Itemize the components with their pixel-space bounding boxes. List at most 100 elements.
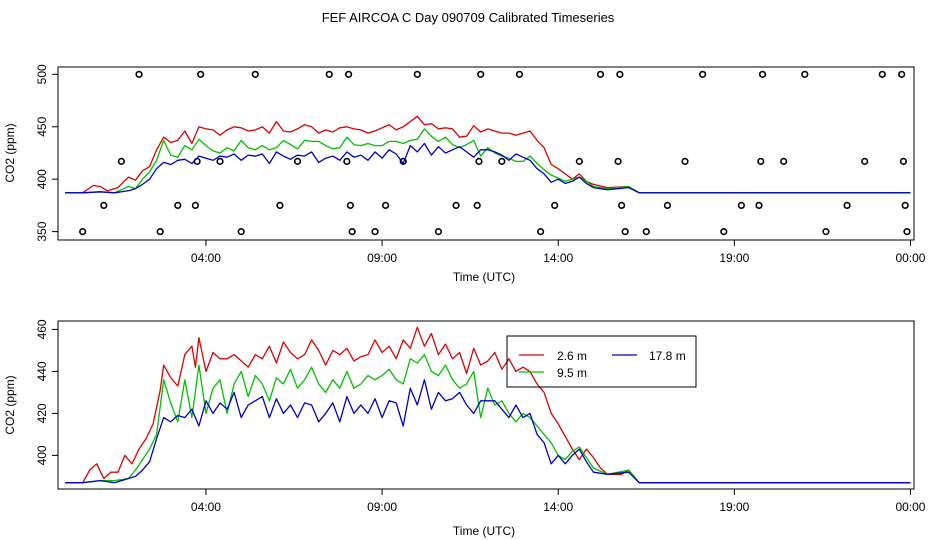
- top-scatter-point-44: [755, 201, 763, 209]
- legend-label-17-8m: 17.8 m: [649, 349, 686, 363]
- top-scatter-point-28: [498, 157, 506, 165]
- top-scatter-point-52: [878, 70, 886, 78]
- bottom-panel: 04:00 09:00 14:00 19:00 00:00 400 420 440 460 T…: [3, 319, 926, 538]
- top-scatter-point-40: [681, 157, 689, 165]
- bottom-series-lines: [65, 326, 911, 484]
- top-scatter-point-2: [117, 157, 126, 165]
- top-series-line-17-8-m: [65, 142, 911, 194]
- top-x-tick-label-2: 14:00: [543, 251, 573, 265]
- top-y-axis: 350 400 450 500: [35, 64, 58, 242]
- top-scatter-point-4: [156, 228, 164, 236]
- legend-box: [506, 335, 697, 388]
- top-x-axis-label: Time (UTC): [453, 270, 515, 284]
- top-scatter-point-31: [551, 201, 559, 209]
- top-scatter-point-9: [216, 157, 224, 165]
- top-scatter-point-29: [515, 70, 524, 78]
- top-x-tick-label-0: 04:00: [191, 251, 221, 265]
- top-scatter-point-45: [757, 157, 765, 165]
- top-y-tick-label-3: 500: [35, 64, 49, 84]
- top-scatter-point-30: [537, 228, 545, 236]
- bottom-y-tick-label-3: 460: [35, 319, 49, 339]
- top-x-tick-label-1: 09:00: [367, 251, 397, 265]
- top-x-tick-label-3: 19:00: [719, 251, 749, 265]
- top-scatter-point-5: [174, 201, 182, 209]
- top-scatter-point-55: [901, 201, 909, 209]
- top-scatter-points: [79, 70, 911, 236]
- bottom-x-tick-label-2: 14:00: [543, 500, 573, 514]
- top-series-line-9-5-m: [65, 128, 911, 194]
- top-scatter-point-49: [822, 228, 830, 236]
- top-scatter-point-50: [843, 201, 851, 209]
- top-series-lines: [65, 115, 911, 194]
- top-scatter-point-10: [237, 228, 245, 236]
- top-scatter-point-43: [737, 201, 745, 209]
- top-scatter-point-24: [452, 201, 460, 209]
- top-scatter-point-46: [758, 70, 767, 78]
- top-y-axis-label: CO2 (ppm): [3, 123, 17, 182]
- top-scatter-point-56: [903, 228, 911, 236]
- top-scatter-point-39: [663, 201, 672, 209]
- top-scatter-point-6: [191, 201, 199, 209]
- top-scatter-point-15: [343, 157, 351, 165]
- bottom-series-line-2-6-m: [65, 326, 911, 484]
- bottom-x-axis: 04:00 09:00 14:00 19:00 00:00: [191, 489, 926, 514]
- top-scatter-point-3: [135, 70, 143, 78]
- top-scatter-point-48: [801, 70, 809, 78]
- top-scatter-point-47: [780, 157, 788, 165]
- top-y-tick-label-2: 450: [35, 116, 49, 136]
- top-plot-frame: [57, 66, 915, 241]
- top-scatter-point-33: [596, 70, 605, 78]
- top-scatter-point-34: [614, 157, 622, 165]
- bottom-plot-frame: [57, 320, 915, 490]
- top-scatter-point-21: [399, 157, 407, 165]
- top-scatter-point-23: [434, 228, 443, 236]
- bottom-x-tick-label-4: 00:00: [895, 500, 925, 514]
- top-scatter-point-25: [473, 201, 481, 209]
- top-scatter-point-26: [475, 157, 483, 165]
- top-series-line-2-6-m: [65, 115, 911, 194]
- top-scatter-point-11: [251, 70, 259, 78]
- top-scatter-point-14: [325, 70, 333, 78]
- bottom-series-line-9-5-m: [65, 353, 911, 484]
- top-scatter-point-18: [348, 228, 356, 236]
- top-scatter-point-22: [413, 70, 421, 78]
- bottom-y-axis-label: CO2 (ppm): [3, 375, 17, 434]
- top-scatter-point-20: [382, 201, 390, 209]
- top-scatter-point-16: [345, 70, 353, 78]
- bottom-y-axis: 400 420 440 460: [35, 319, 58, 465]
- bottom-y-tick-label-2: 440: [35, 361, 49, 381]
- top-scatter-point-37: [621, 228, 629, 236]
- top-scatter-point-27: [477, 70, 485, 78]
- legend-label-9-5m: 9.5 m: [557, 366, 587, 380]
- chart-title: FEF AIRCOA C Day 090709 Calibrated Times…: [322, 10, 615, 25]
- top-scatter-point-0: [79, 228, 87, 236]
- top-scatter-point-32: [575, 157, 583, 165]
- top-scatter-point-41: [699, 70, 707, 78]
- top-y-tick-label-0: 350: [35, 221, 49, 241]
- bottom-series-line-17-8-m: [65, 379, 911, 484]
- top-scatter-point-19: [371, 228, 379, 236]
- legend: 2.6 m 9.5 m 17.8 m: [506, 335, 697, 388]
- bottom-x-axis-label: Time (UTC): [453, 524, 515, 538]
- top-panel: 04:00 09:00 14:00 19:00 00:00 350 400 450 500 T…: [3, 64, 926, 284]
- legend-label-2-6m: 2.6 m: [557, 349, 587, 363]
- top-x-axis: 04:00 09:00 14:00 19:00 00:00: [191, 240, 926, 265]
- bottom-x-tick-label-3: 19:00: [719, 500, 749, 514]
- bottom-y-tick-label-1: 420: [35, 403, 49, 423]
- top-x-tick-label-4: 00:00: [895, 251, 925, 265]
- top-scatter-point-38: [642, 228, 650, 236]
- top-scatter-point-8: [197, 70, 205, 78]
- bottom-x-tick-label-1: 09:00: [367, 500, 397, 514]
- top-scatter-point-53: [898, 70, 906, 78]
- top-scatter-point-12: [276, 201, 284, 209]
- top-scatter-point-13: [293, 157, 302, 165]
- top-scatter-point-36: [618, 201, 626, 209]
- top-scatter-point-17: [346, 201, 354, 209]
- top-y-tick-label-1: 400: [35, 169, 49, 189]
- top-scatter-point-35: [616, 70, 624, 78]
- top-scatter-point-42: [720, 228, 728, 236]
- top-scatter-point-54: [899, 157, 908, 165]
- bottom-x-tick-label-0: 04:00: [191, 500, 221, 514]
- top-scatter-point-51: [861, 157, 869, 165]
